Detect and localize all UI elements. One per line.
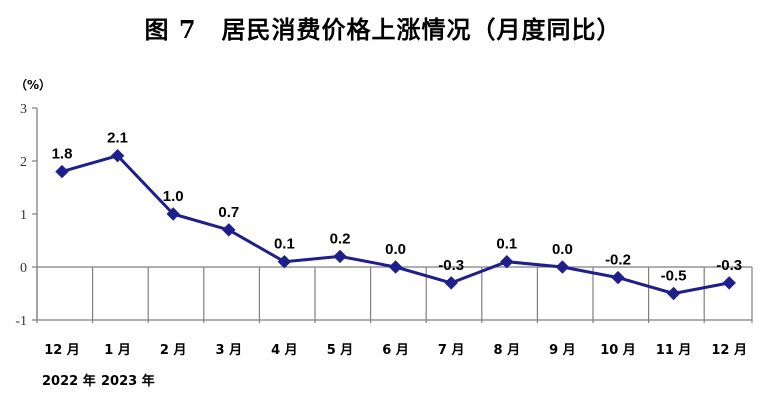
y-axis-ticks: 3 2 1 0 -1 [15,102,37,329]
data-label: 1.0 [163,188,184,205]
data-point-marker [722,276,736,290]
data-label: 0.2 [330,230,351,247]
year-label-2022: 2022 年 [42,373,96,389]
y-axis-unit-label: （%） [15,77,51,92]
x-tick-label: 7 月 [438,343,465,358]
x-tick-label: 8 月 [494,343,521,358]
x-tick-label: 6 月 [382,343,409,358]
data-point-marker [166,207,180,221]
data-point-marker [55,164,69,179]
data-label: 0.1 [496,236,517,253]
x-axis-ticks: 12 月 1 月 2 月 3 月 4 月 5 月 6 月 7 月 8 月 9 月 10 月 11 月 1… [36,267,753,358]
y-tick-label: 1 [20,208,27,223]
data-point-marker [333,249,347,264]
data-label: 0.7 [218,204,239,221]
data-point-marker [388,260,403,274]
year-label-2023: 2023 年 [101,373,155,389]
x-tick-label: 4 月 [271,343,298,358]
x-tick-label: 12 月 [44,343,80,358]
axes [36,108,752,321]
x-tick-label: 9 月 [549,343,576,358]
y-tick-label: 0 [20,261,27,276]
data-point-marker [611,270,625,285]
data-point-marker [110,148,125,163]
data-label: -0.2 [605,252,631,269]
data-label: 1.8 [52,146,73,163]
y-tick-label: 2 [20,155,27,170]
data-label: 0.0 [385,241,406,258]
x-tick-label: 3 月 [216,343,243,358]
data-label: 0.1 [274,236,295,253]
data-point-marker [444,276,458,290]
y-tick-label: -1 [15,314,27,329]
data-point-marker [277,254,292,269]
x-tick-label: 11 月 [656,343,692,358]
x-tick-label: 10 月 [600,343,636,358]
chart-title: 图 7 居民消费价格上涨情况（月度同比） [144,15,622,44]
data-label: -0.3 [716,257,742,274]
data-point-marker [555,260,570,274]
data-label: -0.3 [438,257,464,274]
x-tick-label: 1 月 [104,343,131,358]
data-label: 2.1 [107,130,128,147]
y-tick-label: 3 [20,102,27,117]
data-label: 0.0 [552,241,573,258]
x-tick-label: 5 月 [327,343,354,358]
data-point-marker [666,286,681,301]
x-tick-label: 2 月 [160,343,187,358]
marker-layer [55,148,736,301]
data-point-marker [222,223,236,237]
data-label-layer: 1.8 2.1 1.0 0.7 0.1 0.2 0.0 -0.3 0.1 0.0 -0.2 -0.5 -… [52,130,743,285]
x-tick-label: 12 月 [711,343,747,358]
data-point-marker [500,254,514,269]
data-label: -0.5 [661,268,687,285]
